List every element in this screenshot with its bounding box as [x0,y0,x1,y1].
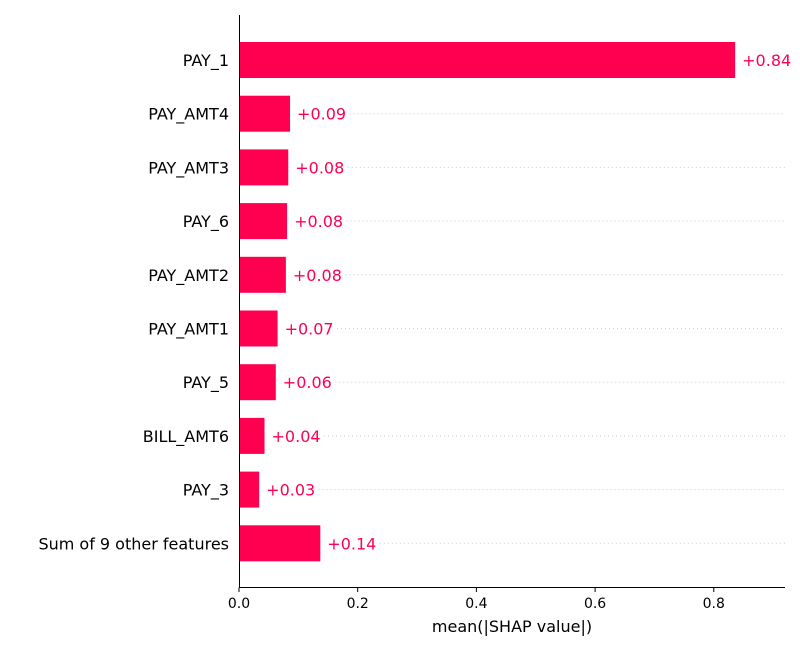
category-label: BILL_AMT6 [143,427,229,447]
value-label: +0.08 [295,158,344,177]
x-tick-label: 0.2 [347,596,369,612]
bar [239,417,265,454]
bar [239,310,278,347]
x-axis-ticks: 0.0 0.2 0.4 0.6 0.8 [228,587,725,612]
category-label: PAY_AMT3 [148,158,229,178]
gridlines [318,113,785,544]
value-label: +0.08 [294,212,343,231]
category-label: PAY_1 [183,51,229,71]
category-labels: PAY_1 PAY_AMT4 PAY_AMT3 PAY_6 PAY_AMT2 PAY_AM… [38,51,229,553]
value-label: +0.09 [297,105,346,124]
category-label: PAY_3 [183,481,229,501]
x-tick-label: 0.6 [584,596,606,612]
value-label: +0.08 [293,266,342,285]
category-label: Sum of 9 other features [38,534,229,553]
x-tick-label: 0.0 [228,596,250,612]
category-label: PAY_AMT2 [148,266,229,286]
value-label: +0.84 [742,51,791,70]
value-label: +0.03 [266,481,315,500]
value-label: +0.06 [283,373,332,392]
bar [239,95,291,132]
bar [239,203,288,240]
value-labels: +0.84 +0.09 +0.08 +0.08 +0.08 +0.07 +0.06 +0.04… [266,51,791,553]
bars [239,42,736,562]
bar [239,471,260,508]
value-label: +0.14 [327,534,376,553]
bar [239,364,276,401]
value-label: +0.07 [285,320,334,339]
bar [239,42,736,78]
value-label: +0.04 [272,427,321,446]
category-label: PAY_5 [183,373,229,393]
bar [239,149,289,186]
bar [239,256,286,293]
bar [239,525,321,562]
x-tick-label: 0.4 [465,596,487,612]
category-label: PAY_AMT4 [148,105,229,125]
category-label: PAY_6 [183,212,229,232]
x-tick-label: 0.8 [703,596,725,612]
x-axis-title: mean(|SHAP value|) [432,617,592,636]
category-label: PAY_AMT1 [148,320,229,340]
